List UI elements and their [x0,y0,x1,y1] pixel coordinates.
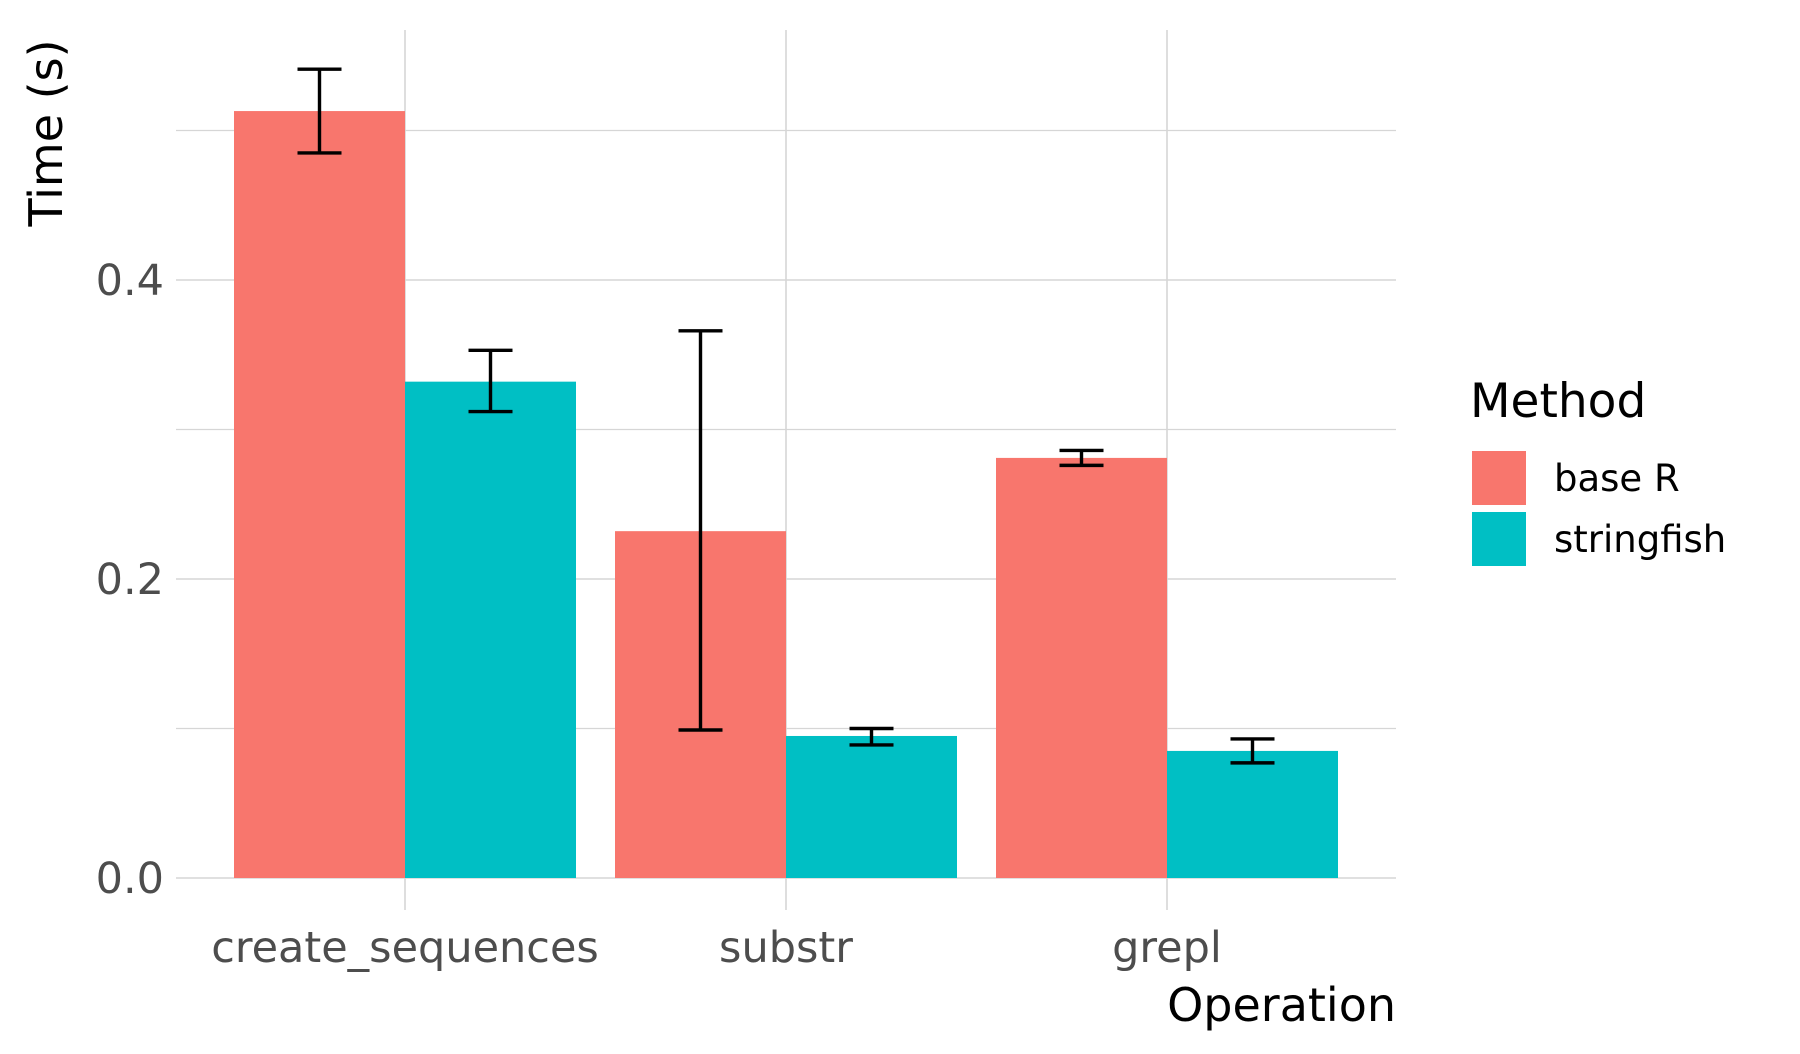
x-tick-label: create_sequences [211,923,599,973]
legend-swatch [1472,451,1526,505]
bar [786,735,957,878]
y-tick-label: 0.2 [96,555,164,605]
bar [405,381,576,878]
legend-swatch [1472,512,1526,566]
x-tick-label: grepl [1112,923,1222,973]
bar [1167,750,1338,878]
y-tick-label: 0.4 [96,256,164,306]
bar [234,111,405,878]
y-tick-label: 0.0 [96,854,164,904]
x-axis-ticks: create_sequences substr grepl [211,923,1222,973]
legend: Method base R stringfish [1470,374,1726,566]
y-axis-title: Time (s) [19,39,73,227]
legend-label: base R [1554,457,1680,500]
y-axis-ticks: 0.0 0.2 0.4 [96,256,164,904]
bar [996,457,1167,878]
error-bars [297,67,1275,765]
legend-label: stringfish [1554,518,1726,561]
legend-title: Method [1470,374,1646,429]
x-tick-label: substr [719,923,853,973]
x-axis-title: Operation [1167,978,1396,1032]
